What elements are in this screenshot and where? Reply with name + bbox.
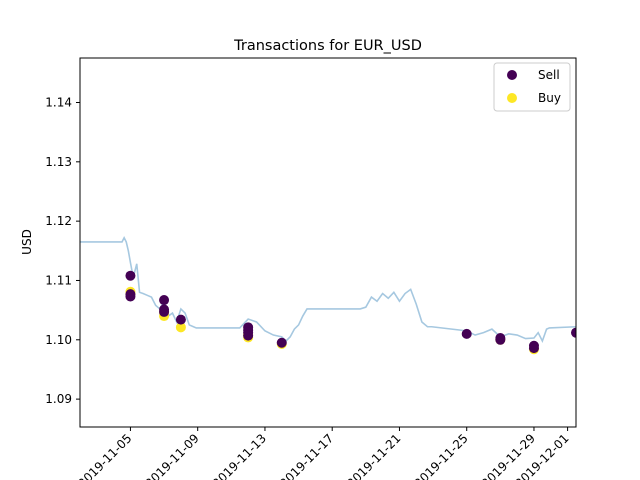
sell-marker <box>175 314 186 325</box>
sell-marker <box>159 306 170 317</box>
y-tick-label: 1.12 <box>45 214 72 228</box>
legend: Sell Buy <box>493 62 571 112</box>
sell-marker <box>276 337 287 348</box>
sell-marker <box>528 343 539 354</box>
sell-marker <box>461 328 472 339</box>
marker-layer <box>125 270 576 355</box>
y-axis-label: USD <box>20 229 34 255</box>
sell-marker <box>495 334 506 345</box>
y-tick-label: 1.14 <box>45 95 72 109</box>
legend-buy-label: Buy <box>538 91 561 105</box>
sell-marker <box>125 291 136 302</box>
legend-sell-label: Sell <box>538 68 560 82</box>
y-tick-label: 1.11 <box>45 273 72 287</box>
price-series-line <box>80 235 576 344</box>
plot-area <box>80 235 576 355</box>
chart-title: Transactions for EUR_USD <box>233 38 422 54</box>
legend-buy-marker <box>507 93 517 103</box>
sell-marker <box>159 295 170 306</box>
sell-marker <box>571 327 576 338</box>
legend-sell-marker <box>507 70 517 80</box>
y-tick-label: 1.13 <box>45 155 72 169</box>
buy-marker <box>175 322 186 333</box>
y-tick-label: 1.10 <box>45 333 72 347</box>
sell-marker <box>243 330 254 341</box>
axes-frame <box>79 57 577 428</box>
y-tick-label: 1.09 <box>45 392 72 406</box>
price-line-layer <box>80 235 576 344</box>
sell-marker <box>125 270 136 281</box>
y-axis: 1.09 1.10 1.11 1.12 1.13 1.14 <box>45 95 80 406</box>
